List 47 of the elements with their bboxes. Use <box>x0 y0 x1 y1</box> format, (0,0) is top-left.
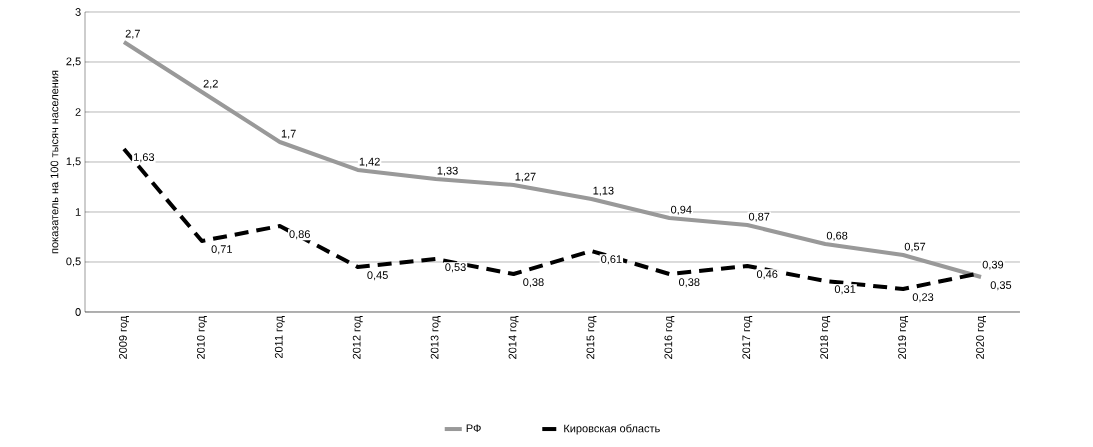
data-label: 0,38 <box>523 278 544 288</box>
data-label: 0,94 <box>671 205 692 215</box>
y-tick-label: 2 <box>75 108 81 116</box>
data-label: 0,87 <box>748 212 770 222</box>
data-label: 1,27 <box>515 172 536 182</box>
data-label: 0,35 <box>990 281 1012 291</box>
data-label: 1,7 <box>281 129 296 139</box>
data-label: 1,33 <box>437 166 458 176</box>
data-label: 0,57 <box>904 242 926 252</box>
data-label: 0,71 <box>211 245 232 255</box>
x-tick-label: 2015 год <box>586 316 597 359</box>
data-label: 2,7 <box>125 29 140 39</box>
data-label: 1,13 <box>593 186 614 196</box>
data-label: 2,2 <box>203 79 218 89</box>
y-tick-label: 0,5 <box>66 257 81 267</box>
x-tick-label: 2019 год <box>898 316 909 359</box>
data-label: 1,63 <box>134 153 155 163</box>
data-label: 1,42 <box>359 157 380 167</box>
x-tick-label: 2017 год <box>742 316 753 359</box>
x-tick-label: 2012 год <box>352 316 363 359</box>
data-label: 0,23 <box>912 293 934 303</box>
data-label: 0,46 <box>756 270 778 280</box>
legend-label: Кировская область <box>564 424 660 435</box>
data-label: 0,68 <box>826 231 848 241</box>
y-tick-label: 1 <box>75 208 81 216</box>
legend-label: РФ <box>466 424 481 433</box>
y-tick-label: 3 <box>75 8 81 16</box>
data-label: 0,61 <box>601 255 622 265</box>
data-label: 0,86 <box>289 230 310 240</box>
y-tick-label: 0 <box>75 308 81 316</box>
x-tick-label: 2010 год <box>196 316 207 359</box>
data-label: 0,53 <box>445 263 466 273</box>
x-tick-label: 2018 год <box>820 316 831 359</box>
y-axis-title: показатель на 100 тысяч населения <box>50 70 59 254</box>
x-tick-label: 2013 год <box>430 316 441 359</box>
data-label: 0,45 <box>367 271 388 281</box>
x-tick-label: 2011 год <box>274 316 285 359</box>
data-label: 0,31 <box>834 285 856 295</box>
line-series <box>121 40 984 279</box>
data-label: 0,38 <box>679 278 700 288</box>
y-tick-label: 2,5 <box>66 57 81 67</box>
x-tick-label: 2020 год <box>976 316 986 359</box>
data-label: 0,39 <box>982 260 1004 270</box>
x-tick-label: 2016 год <box>664 316 675 359</box>
x-tick-label: 2009 год <box>119 316 129 359</box>
x-tick-label: 2014 год <box>508 316 519 359</box>
y-tick-label: 1,5 <box>66 157 81 167</box>
